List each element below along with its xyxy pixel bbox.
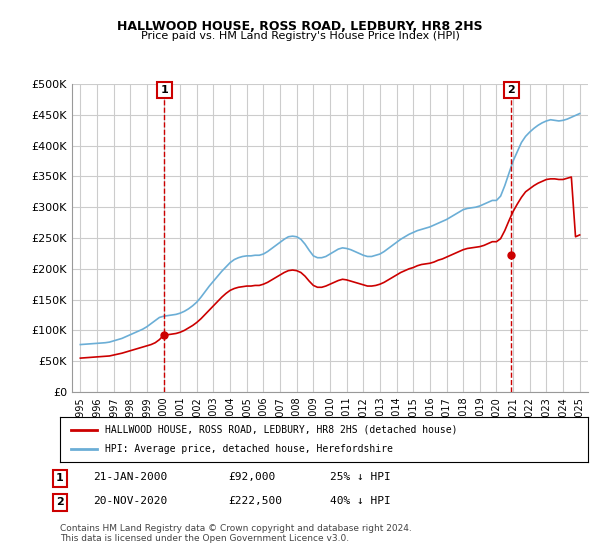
Text: 1: 1 <box>56 473 64 483</box>
Text: Contains HM Land Registry data © Crown copyright and database right 2024.
This d: Contains HM Land Registry data © Crown c… <box>60 524 412 543</box>
Text: HALLWOOD HOUSE, ROSS ROAD, LEDBURY, HR8 2HS (detached house): HALLWOOD HOUSE, ROSS ROAD, LEDBURY, HR8 … <box>105 424 457 435</box>
Text: £92,000: £92,000 <box>228 472 275 482</box>
Text: HALLWOOD HOUSE, ROSS ROAD, LEDBURY, HR8 2HS: HALLWOOD HOUSE, ROSS ROAD, LEDBURY, HR8 … <box>117 20 483 32</box>
Text: 21-JAN-2000: 21-JAN-2000 <box>93 472 167 482</box>
Text: 2: 2 <box>508 85 515 95</box>
Text: 2: 2 <box>56 497 64 507</box>
Text: 20-NOV-2020: 20-NOV-2020 <box>93 496 167 506</box>
Text: Price paid vs. HM Land Registry's House Price Index (HPI): Price paid vs. HM Land Registry's House … <box>140 31 460 41</box>
Text: 25% ↓ HPI: 25% ↓ HPI <box>330 472 391 482</box>
Text: 40% ↓ HPI: 40% ↓ HPI <box>330 496 391 506</box>
Text: £222,500: £222,500 <box>228 496 282 506</box>
Text: 1: 1 <box>161 85 168 95</box>
Text: HPI: Average price, detached house, Herefordshire: HPI: Average price, detached house, Here… <box>105 445 393 455</box>
